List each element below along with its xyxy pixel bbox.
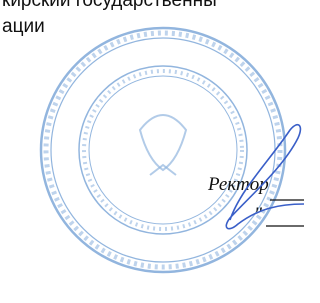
text-line: ации [2, 16, 45, 37]
signature-label: Ректор [207, 174, 269, 195]
document: кирский государственны ации Ректор " [0, 0, 304, 303]
stamp [41, 28, 285, 272]
quote-mark: " [254, 204, 263, 225]
page: кирский государственны ации Ректор " (()… [0, 0, 304, 303]
text-line: кирский государственны [2, 0, 217, 11]
